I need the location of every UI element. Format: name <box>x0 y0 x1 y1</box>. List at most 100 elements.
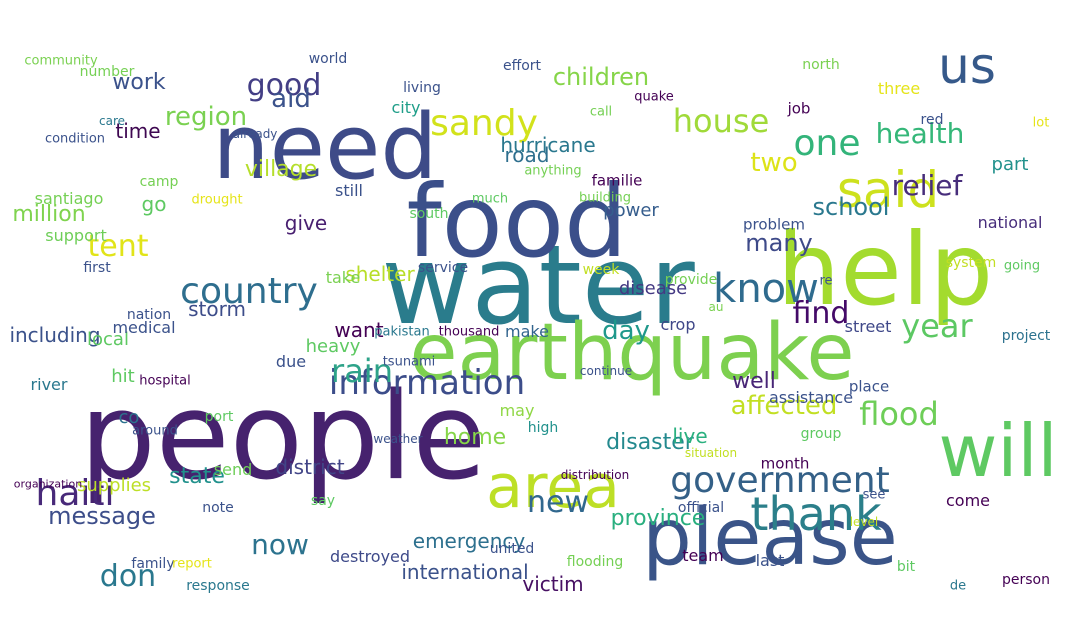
word-emergency: emergency <box>412 529 526 553</box>
word-last: last <box>755 551 785 570</box>
word-national: national <box>977 213 1043 232</box>
word-condition: condition <box>44 131 106 147</box>
word-call: call <box>589 104 613 120</box>
word-assistance: assistance <box>768 388 854 407</box>
word-still: still <box>335 181 363 200</box>
word-distribution: distribution <box>560 468 630 482</box>
word-living: living <box>403 80 441 96</box>
word-region: region <box>164 102 248 132</box>
word-family: family <box>131 556 175 572</box>
word-supplies: supplies <box>76 475 152 496</box>
word-weather: weather <box>373 432 423 446</box>
word-power: power <box>603 200 659 221</box>
word-may: may <box>499 401 535 420</box>
word-water: water <box>381 221 695 349</box>
word-number: number <box>79 64 135 80</box>
word-due: due <box>275 352 307 371</box>
word-disaster: disaster <box>606 430 694 455</box>
word-person: person <box>1002 572 1050 588</box>
word-day: day <box>602 316 650 346</box>
word-tsunami: tsunami <box>382 354 436 370</box>
word-week: week <box>582 262 620 278</box>
word-project: project <box>1001 328 1051 344</box>
word-united: united <box>489 541 535 557</box>
word-government: government <box>670 460 890 501</box>
word-haiti: haiti <box>35 473 115 514</box>
word-drought: drought <box>191 192 243 208</box>
word-area: area <box>486 452 620 522</box>
word-million: million <box>12 202 86 227</box>
word-disease: disease <box>618 278 688 299</box>
word-situation: situation <box>684 446 738 460</box>
word-pakistan: pakistan <box>374 324 430 340</box>
word-heavy: heavy <box>305 336 361 357</box>
word-hit: hit <box>111 366 135 387</box>
word-month: month <box>760 454 810 473</box>
word-problem: problem <box>742 215 806 234</box>
word-work: work <box>112 70 166 95</box>
word-rain: rain <box>331 352 393 390</box>
word-flooding: flooding <box>566 554 624 570</box>
word-health: health <box>875 117 965 150</box>
word-support: support <box>45 226 107 245</box>
word-south: south <box>409 206 449 222</box>
word-know: know <box>713 266 819 312</box>
word-place: place <box>848 377 890 396</box>
word-crop: crop <box>660 315 696 334</box>
word-city: city <box>391 98 421 117</box>
word-please: please <box>642 493 898 583</box>
word-hospital: hospital <box>139 373 191 389</box>
word-help: help <box>776 211 994 328</box>
word-lot: lot <box>1032 115 1050 131</box>
word-house: house <box>672 102 770 140</box>
word-want: want <box>334 318 384 342</box>
word-high: high <box>527 420 559 436</box>
word-response: response <box>186 578 250 594</box>
word-port: port <box>204 409 234 425</box>
word-world: world <box>308 51 348 67</box>
word-us: us <box>938 37 996 95</box>
word-need: need <box>212 95 438 200</box>
word-flood: flood <box>859 395 939 433</box>
word-organization: organization <box>13 477 83 491</box>
word-team: team <box>682 546 724 565</box>
word-shelter: shelter <box>345 262 415 286</box>
word-nation: nation <box>126 307 172 323</box>
word-co: co <box>118 407 140 428</box>
word-system: system <box>945 255 997 271</box>
word-people: people <box>79 368 487 507</box>
word-food: food <box>406 163 628 280</box>
word-school: school <box>812 193 890 221</box>
word-well: well <box>732 369 776 394</box>
word-around: around <box>132 423 178 439</box>
word-de: de <box>949 578 967 594</box>
word-relief: relief <box>891 169 963 202</box>
word-new: new <box>526 485 590 520</box>
word-official: official <box>677 500 725 516</box>
word-going: going <box>1003 258 1041 274</box>
word-quake: quake <box>634 89 674 105</box>
word-one: one <box>793 123 861 164</box>
word-go: go <box>141 192 167 216</box>
word-children: children <box>552 63 650 91</box>
word-re: re <box>819 273 833 289</box>
word-community: community <box>24 53 98 69</box>
word-note: note <box>202 500 234 516</box>
word-time: time <box>115 119 161 143</box>
word-three: three <box>877 79 921 98</box>
word-level: level <box>849 515 879 529</box>
word-live: live <box>672 424 708 448</box>
word-red: red <box>920 112 944 128</box>
word-message: message <box>48 502 156 530</box>
word-good: good <box>246 68 322 103</box>
word-find: find <box>792 296 850 331</box>
word-district: district <box>275 455 345 479</box>
word-building: building <box>578 190 632 206</box>
word-familie: familie <box>591 171 643 190</box>
word-tent: tent <box>87 229 149 264</box>
word-many: many <box>745 229 813 257</box>
word-earthquake: earthquake <box>409 308 855 398</box>
word-aid: aid <box>271 84 311 114</box>
word-send: send <box>213 460 253 479</box>
